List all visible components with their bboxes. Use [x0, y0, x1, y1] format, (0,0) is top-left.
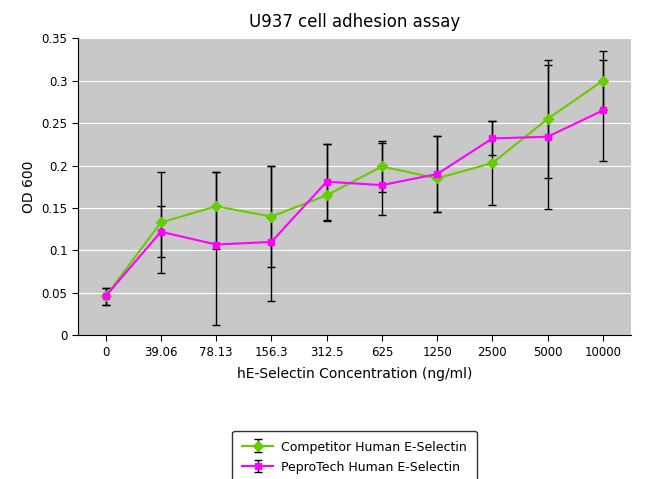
Y-axis label: OD 600: OD 600	[22, 160, 36, 213]
Title: U937 cell adhesion assay: U937 cell adhesion assay	[248, 13, 460, 31]
X-axis label: hE-Selectin Concentration (ng/ml): hE-Selectin Concentration (ng/ml)	[237, 367, 472, 381]
Legend: Competitor Human E-Selectin, PeproTech Human E-Selectin: Competitor Human E-Selectin, PeproTech H…	[232, 431, 476, 479]
